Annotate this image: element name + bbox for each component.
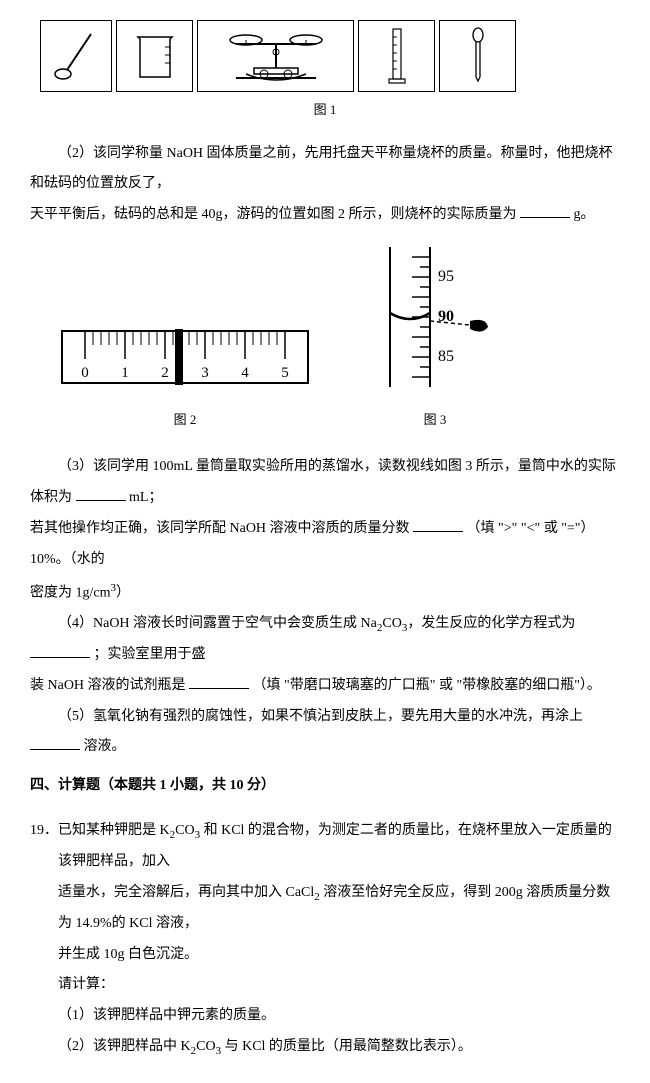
q5-t1: （5）氢氧化钠有强烈的腐蚀性，如果不慎沾到皮肤上，要先用大量的水冲洗，再涂上 [58, 709, 583, 724]
q19-t11: 与 KCl 的质量比（用最简整数比表示）。 [221, 1039, 472, 1054]
blank-solution [30, 735, 80, 750]
q3-line1: （3）该同学用 100mL 量筒量取实验所用的蒸馏水，读数视线如图 3 所示，量… [30, 452, 620, 514]
figure-2-caption: 图 2 [60, 406, 310, 435]
tick-3: 3 [201, 365, 209, 381]
tool-cylinder [358, 20, 435, 92]
tick-0: 0 [81, 365, 89, 381]
tool-dropper [439, 20, 516, 92]
q3-line3: 密度为 1g/cm3） [30, 576, 620, 609]
tick-2: 2 [161, 365, 169, 381]
q19-l2: 适量水，完全溶解后，再向其中加入 CaCl2 溶液至恰好完全反应，得到 200g… [58, 878, 620, 940]
blank-mass [520, 203, 570, 218]
q4-t6: （填 "带磨口玻璃塞的广口瓶" 或 "带橡胶塞的细口瓶"）。 [253, 678, 601, 693]
q19-t4: 适量水，完全溶解后，再向其中加入 CaCl [58, 885, 314, 900]
q19-number: 19． [30, 816, 58, 1063]
blank-bottle [189, 674, 249, 689]
tick-5: 5 [281, 365, 289, 381]
blank-equation [30, 643, 90, 658]
cylinder-small-icon [377, 25, 417, 87]
question-19: 19． 已知某种钾肥是 K2CO3 和 KCl 的混合物，为测定二者的质量比，在… [30, 816, 620, 1063]
q19-l1: 已知某种钾肥是 K2CO3 和 KCl 的混合物，为测定二者的质量比，在烧杯里放… [58, 816, 620, 878]
q19-t1: 已知某种钾肥是 K [58, 823, 170, 838]
q4-line1: （4）NaOH 溶液长时间露置于空气中会变质生成 Na2CO3，发生反应的化学方… [30, 609, 620, 671]
q4-t3: ，发生反应的化学方程式为 [407, 616, 575, 631]
q3-t3: 若其他操作均正确，该同学所配 NaOH 溶液中溶质的质量分数 [30, 521, 413, 536]
tool-balance [197, 20, 354, 92]
ruler-cursor [175, 329, 183, 385]
dropper-icon [463, 25, 493, 87]
q5-line: （5）氢氧化钠有强烈的腐蚀性，如果不慎沾到皮肤上，要先用大量的水冲洗，再涂上 溶… [30, 702, 620, 764]
beaker-icon [130, 29, 180, 84]
q5-t2: 溶液。 [84, 739, 126, 754]
q4-t2: CO [382, 616, 401, 631]
figure-1-row [40, 20, 620, 92]
q3-t5: 密度为 1g/cm [30, 585, 111, 600]
q19-body: 已知某种钾肥是 K2CO3 和 KCl 的混合物，为测定二者的质量比，在烧杯里放… [58, 816, 620, 1063]
tick-1: 1 [121, 365, 129, 381]
meniscus [390, 313, 430, 319]
blank-compare [413, 517, 463, 532]
q19-t2: CO [175, 823, 194, 838]
q4-t4: ；实验室里用于盛 [94, 647, 206, 662]
q2-text-1: （2）该同学称量 NaOH 固体质量之前，先用托盘天平称量烧杯的质量。称量时，他… [30, 146, 613, 192]
q4-t5: 装 NaOH 溶液的试剂瓶是 [30, 678, 189, 693]
figure-3-wrap: 95 90 85 图 3 [370, 247, 500, 448]
blank-volume [76, 486, 126, 501]
q19-l3: 并生成 10g 白色沉淀。 [58, 940, 620, 971]
tick-4: 4 [241, 365, 249, 381]
figure-2-wrap: 0 1 2 3 4 5 图 2 [60, 327, 310, 448]
q2-text-2: 天平平衡后，砝码的总和是 40g，游码的位置如图 2 所示，则烧杯的实际质量为 [30, 207, 520, 222]
figure-3-caption: 图 3 [370, 406, 500, 435]
q19-l4: 请计算： [58, 970, 620, 1001]
q19-l5: （1）该钾肥样品中钾元素的质量。 [58, 1001, 620, 1032]
spoon-icon [51, 26, 101, 86]
q19-l6: （2）该钾肥样品中 K2CO3 与 KCl 的质量比（用最简整数比表示）。 [58, 1032, 620, 1063]
q2-line2: 天平平衡后，砝码的总和是 40g，游码的位置如图 2 所示，则烧杯的实际质量为 … [30, 200, 620, 231]
tool-spoon [40, 20, 112, 92]
figure-1-caption: 图 1 [30, 96, 620, 125]
section-4-title: 四、计算题（本题共 1 小题，共 10 分） [30, 771, 620, 802]
mark-85: 85 [438, 348, 454, 365]
q2-text-3: g。 [574, 207, 595, 222]
q2-line1: （2）该同学称量 NaOH 固体质量之前，先用托盘天平称量烧杯的质量。称量时，他… [30, 139, 620, 201]
eye-icon [470, 320, 488, 332]
balance-icon [206, 24, 346, 88]
figures-2-3: 0 1 2 3 4 5 图 2 95 90 85 [60, 247, 620, 448]
cylinder-reading-icon: 95 90 85 [370, 247, 500, 387]
q19-t10: CO [196, 1039, 215, 1054]
cube-sup: 3 [111, 582, 117, 594]
q4-line2: 装 NaOH 溶液的试剂瓶是 （填 "带磨口玻璃塞的广口瓶" 或 "带橡胶塞的细… [30, 671, 620, 702]
q19-t9: （2）该钾肥样品中 K [58, 1039, 191, 1054]
q4-t1: （4）NaOH 溶液长时间露置于空气中会变质生成 Na [58, 616, 377, 631]
tool-beaker [116, 20, 193, 92]
mark-95: 95 [438, 268, 454, 285]
ruler-icon: 0 1 2 3 4 5 [60, 327, 310, 387]
q3-line2: 若其他操作均正确，该同学所配 NaOH 溶液中溶质的质量分数 （填 ">" "<… [30, 514, 620, 576]
q3-t2: mL； [129, 490, 162, 505]
